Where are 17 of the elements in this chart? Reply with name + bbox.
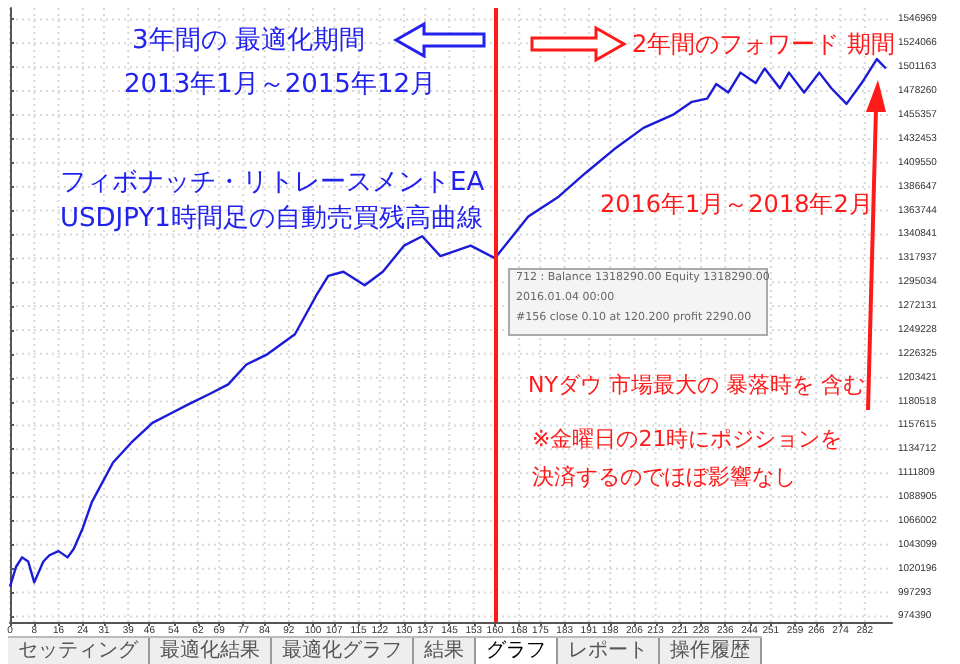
text: 最適化結果 <box>150 638 272 664</box>
text: セッティング <box>8 638 150 664</box>
annotation: 2年間のフォワード 期間 <box>632 28 895 62</box>
annotation: 2016年1月～2018年2月 <box>600 188 873 222</box>
text: レポート <box>558 638 660 664</box>
line-series <box>8 57 888 588</box>
text: 最適化グラフ <box>272 638 414 664</box>
text: 結果 <box>414 638 476 664</box>
annotation: フィボナッチ・リトレースメントEA <box>60 166 485 200</box>
text: グラフ <box>476 638 558 664</box>
annotation: USDJPY1時間足の自動売買残高曲線 <box>60 202 483 236</box>
annotation: 3年間の 最適化期間 <box>132 24 365 58</box>
text: 操作履歴 <box>660 638 762 664</box>
annotation: 2013年1月～2015年12月 <box>124 68 436 102</box>
annotation: ※金曜日の21時にポジションを <box>532 424 843 454</box>
annotation: 決済するのでほぼ影響なし <box>532 462 796 492</box>
annotation: NYダウ 市場最大の 暴落時を 含む <box>528 370 865 400</box>
